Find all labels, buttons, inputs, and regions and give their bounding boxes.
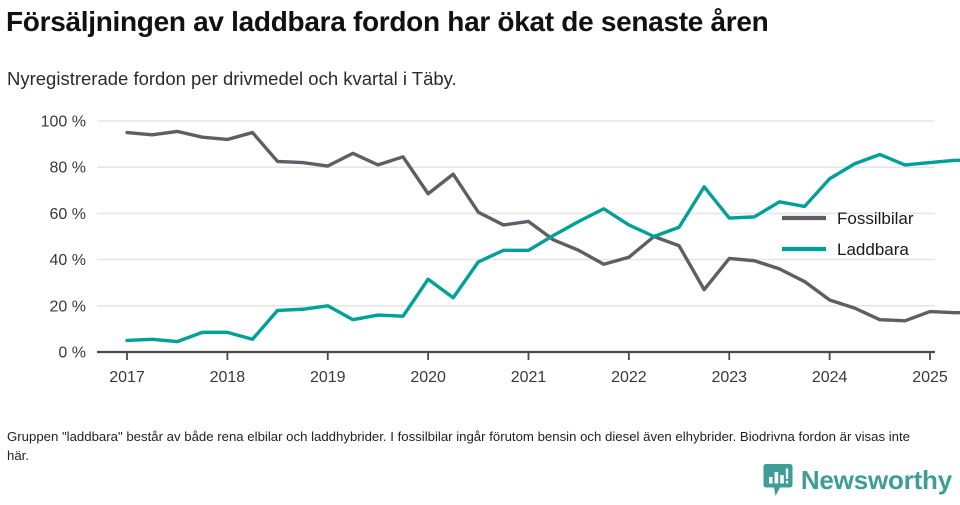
chart-footnote: Gruppen "laddbara" består av både rena e… <box>7 429 910 463</box>
y-axis-tick-label: 0 % <box>58 345 86 362</box>
legend-label-fossilbilar: Fossilbilar <box>837 209 914 228</box>
data-series <box>125 129 960 344</box>
y-axis-tick-label: 80 % <box>50 160 86 177</box>
series-line-laddbara <box>125 152 960 344</box>
y-axis-tick-label: 20 % <box>50 298 86 315</box>
y-axis-tick-label: 100 % <box>41 114 86 131</box>
x-axis-tick-label: 2021 <box>511 369 547 386</box>
x-axis-tick-label: 2024 <box>812 369 848 386</box>
y-axis-tick-label: 60 % <box>50 206 86 223</box>
chart-legend: Fossilbilar Laddbara <box>782 209 914 259</box>
chart-container: 0 % 20 % 40 % 60 % 80 % 100 % 2017 2018 2019 202… <box>0 105 960 390</box>
legend-label-laddbara: Laddbara <box>837 240 909 259</box>
newsworthy-bar-chart-pin-icon <box>763 464 793 496</box>
page-title: Försäljningen av laddbara fordon har öka… <box>6 6 769 37</box>
series-line-fossilbilar <box>125 129 960 323</box>
brand-name: Newsworthy <box>800 464 952 495</box>
x-axis-tick-label: 2020 <box>410 369 446 386</box>
x-axis-tick-label: 2023 <box>711 369 747 386</box>
x-axis-ticks: 2017 2018 2019 2020 2021 2022 2023 2024 2025 <box>109 352 948 386</box>
x-axis-tick-label: 2025 <box>912 369 948 386</box>
x-axis-tick-label: 2019 <box>310 369 346 386</box>
x-axis-tick-label: 2018 <box>210 369 246 386</box>
grid-lines <box>97 120 935 354</box>
x-axis-tick-label: 2022 <box>611 369 647 386</box>
page-subtitle: Nyregistrerade fordon per drivmedel och … <box>7 68 457 89</box>
x-axis-tick-label: 2017 <box>109 369 145 386</box>
line-chart: 0 % 20 % 40 % 60 % 80 % 100 % 2017 2018 2019 202… <box>41 114 960 386</box>
y-axis-ticks: 0 % 20 % 40 % 60 % 80 % 100 % <box>41 114 86 362</box>
newsworthy-logo[interactable]: Newsworthy <box>763 463 952 497</box>
y-axis-tick-label: 40 % <box>50 252 86 269</box>
